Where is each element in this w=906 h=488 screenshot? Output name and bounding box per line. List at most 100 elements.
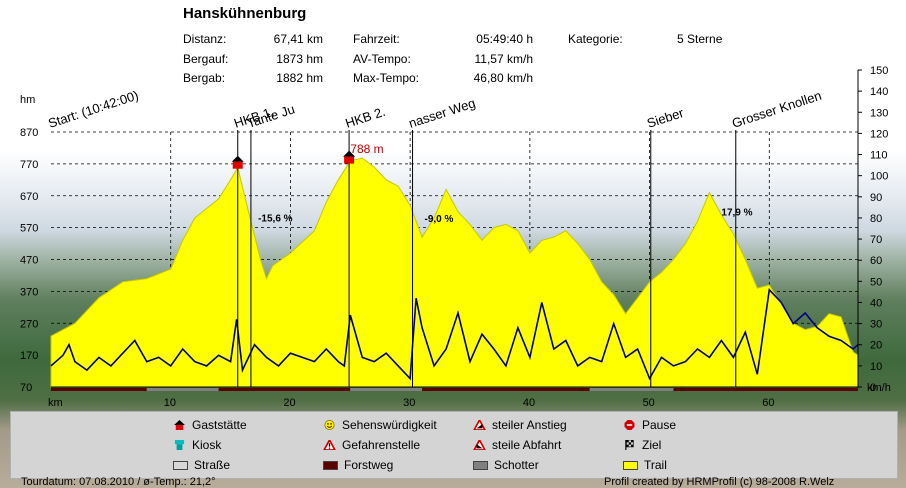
legend-label: Straße xyxy=(194,458,231,472)
kiosk-icon xyxy=(174,440,185,450)
stat-value-ascent: 1873 hm xyxy=(276,52,323,66)
forest-path-swatch xyxy=(323,461,338,470)
y2-tick-label: 60 xyxy=(870,255,882,267)
y2-tick-label: 20 xyxy=(870,340,882,352)
legend-label: steiler Anstieg xyxy=(492,418,567,432)
warning-descent-icon xyxy=(473,440,486,450)
y-tick-label: 70 xyxy=(20,382,32,394)
y2-tick-label: 140 xyxy=(870,86,888,98)
warning-climb-icon xyxy=(473,420,486,430)
road-swatch xyxy=(173,461,188,470)
y2-tick-label: 110 xyxy=(870,150,888,162)
stat-label-ride-time: Fahrzeit: xyxy=(353,32,400,46)
stat-label-max-speed: Max-Tempo: xyxy=(353,71,420,85)
x-tick-label: 20 xyxy=(283,397,295,409)
legend-label: Trail xyxy=(644,458,667,472)
speed-line-layer xyxy=(50,288,859,381)
stat-value-descent: 1882 hm xyxy=(276,71,323,85)
surface-segment xyxy=(51,388,147,391)
elevation-speed-chart: 70 170 270 370 470 570 670 770 870 0 10 20 30 40 50 60 7… xyxy=(20,65,891,409)
x-tick-label: 60 xyxy=(762,397,774,409)
legend-label: Pause xyxy=(642,418,677,432)
legend-item-restaurant: Gaststätte xyxy=(173,418,247,432)
legend-label: Kiosk xyxy=(192,438,222,452)
x-tick-label: 30 xyxy=(403,397,415,409)
legend-label: Forstweg xyxy=(344,458,394,472)
legend-item-steep-descent: steile Abfahrt xyxy=(473,438,561,452)
y-tick-label: 170 xyxy=(20,350,38,362)
y-axis-label: hm xyxy=(20,94,35,106)
finish-flag-icon xyxy=(625,440,634,450)
gravel-swatch xyxy=(473,461,488,470)
category-label: Kategorie: xyxy=(568,32,623,46)
y-tick-label: 370 xyxy=(20,286,38,298)
legend-item-pause: Pause xyxy=(623,418,676,432)
legend-label: Schotter xyxy=(494,458,539,472)
legend-item-forest-path: Forstweg xyxy=(323,458,393,472)
surface-segment xyxy=(218,388,351,391)
restaurant-icon-body xyxy=(344,156,355,164)
y2-tick-label: 30 xyxy=(870,319,882,331)
y2-tick-label: 100 xyxy=(870,171,888,183)
restaurant-icon xyxy=(231,155,244,169)
x-tick-label: 10 xyxy=(164,397,176,409)
warning-icon xyxy=(323,440,336,450)
stat-label-ascent: Bergauf: xyxy=(183,52,229,66)
legend-panel: Gaststätte Sehenswürdigkeit steiler Anst… xyxy=(10,411,898,479)
waypoint-label: nasser Weg xyxy=(407,95,477,131)
surface-segment xyxy=(350,388,423,391)
stat-value-avg-speed: 11,57 km/h xyxy=(474,52,533,66)
smiley-icon xyxy=(324,420,335,430)
grade-label: -9,0 % xyxy=(425,214,454,225)
surface-bar-layer xyxy=(51,388,858,391)
restaurant-icon-roof xyxy=(343,150,356,157)
legend-item-steep-climb: steiler Anstieg xyxy=(473,418,567,432)
legend-label: Ziel xyxy=(642,438,662,452)
legend-item-trail: Trail xyxy=(623,458,667,472)
y-tick-label: 670 xyxy=(20,191,38,203)
peak-elevation-label: 788 m xyxy=(350,142,383,156)
legend-item-road: Straße xyxy=(173,458,230,472)
y-tick-label: 570 xyxy=(20,223,38,235)
y2-tick-label: 130 xyxy=(870,107,888,119)
y-tick-label: 770 xyxy=(20,159,38,171)
footer-tour-date: Tourdatum: 07.08.2010 / ø-Temp.: 21,2° xyxy=(21,476,216,488)
y2-tick-label: 70 xyxy=(870,234,882,246)
legend-label: Gefahrenstelle xyxy=(342,438,421,452)
surface-segment xyxy=(422,388,590,391)
restaurant-icon xyxy=(343,150,356,164)
legend-item-sight: Sehenswürdigkeit xyxy=(323,418,437,432)
surface-segment xyxy=(673,388,858,391)
trail-swatch xyxy=(623,461,638,470)
legend-item-finish: Ziel xyxy=(623,438,661,452)
y2-tick-label: 10 xyxy=(870,361,882,373)
y-tick-label: 870 xyxy=(20,127,38,139)
footer-credit: Profil created by HRMProfil (c) 98-2008 … xyxy=(604,476,835,488)
y2-tick-label: 0 xyxy=(870,382,876,394)
stat-value-distance: 67,41 km xyxy=(273,32,323,46)
waypoint-label: Grosser Knollen xyxy=(730,88,823,131)
waypoint-label: Sieber xyxy=(645,105,686,131)
waypoint-label: Start: (10:42:00) xyxy=(46,88,140,131)
axes-layer: 70 170 270 370 470 570 670 770 870 0 10 20 30 40 50 60 7… xyxy=(20,65,891,409)
elevation-area xyxy=(50,157,859,388)
x-axis-label: km xyxy=(48,397,63,409)
legend-label: Gaststätte xyxy=(192,418,247,432)
surface-segment xyxy=(146,388,219,391)
grade-label: 17,9 % xyxy=(721,208,752,219)
stat-label-distance: Distanz: xyxy=(183,32,227,46)
category-value: 5 Sterne xyxy=(677,32,723,46)
y2-tick-label: 80 xyxy=(870,213,882,225)
stat-label-descent: Bergab: xyxy=(183,71,226,85)
legend-label: steile Abfahrt xyxy=(492,438,562,452)
waypoint-label: HKB 2. xyxy=(343,104,387,131)
y-tick-label: 470 xyxy=(20,255,38,267)
grade-label: -15,6 % xyxy=(258,213,293,224)
stat-label-avg-speed: AV-Tempo: xyxy=(353,52,411,66)
y2-tick-label: 50 xyxy=(870,276,882,288)
x-tick-label: 50 xyxy=(643,397,655,409)
legend-item-gravel: Schotter xyxy=(473,458,539,472)
elevation-area-layer xyxy=(50,157,859,388)
stat-value-ride-time: 05:49:40 h xyxy=(476,32,533,46)
